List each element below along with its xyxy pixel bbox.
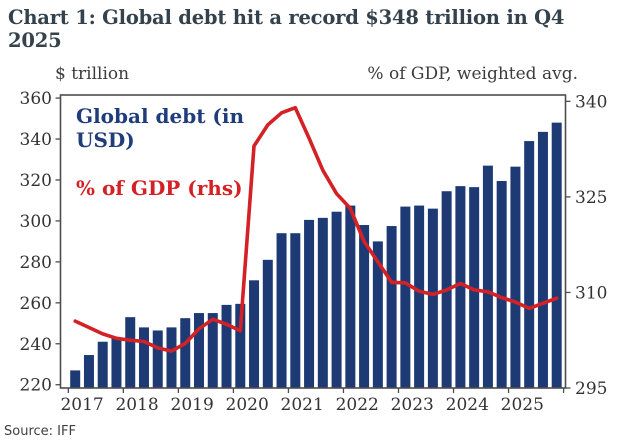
gdp-line bbox=[73, 105, 559, 353]
bar-2020-q3 bbox=[262, 259, 273, 388]
x-axis-label-2018: 2018 bbox=[115, 395, 158, 415]
bar-2021-q3 bbox=[317, 217, 328, 388]
x-axis-label-2023: 2023 bbox=[391, 395, 434, 415]
right-axis-unit-label: % of GDP, weighted avg. bbox=[367, 64, 578, 84]
bar-2019-q2 bbox=[194, 313, 205, 388]
left-axis-tick-360: 360 bbox=[20, 89, 52, 109]
x-axis-label-2024: 2024 bbox=[446, 395, 489, 415]
bar-2020-q4 bbox=[276, 233, 287, 388]
bar-2025-q1 bbox=[510, 166, 521, 388]
bar-2024-q4 bbox=[496, 180, 507, 388]
bar-2024-q3 bbox=[482, 165, 493, 388]
bar-2023-q1 bbox=[400, 206, 411, 388]
bar-2018-q4 bbox=[166, 327, 177, 388]
source-note: Source: IFF bbox=[4, 424, 76, 439]
bar-2019-q3 bbox=[207, 313, 218, 388]
right-axis-tick-310: 310 bbox=[575, 283, 607, 303]
bar-2018-q1 bbox=[125, 317, 136, 388]
bar-2017-q2 bbox=[83, 355, 94, 388]
x-axis-label-2021: 2021 bbox=[281, 395, 324, 415]
plot-border bbox=[59, 94, 567, 389]
bar-2021-q1 bbox=[290, 233, 301, 388]
left-axis-unit-label: $ trillion bbox=[55, 64, 130, 84]
x-axis-label-2025: 2025 bbox=[501, 395, 544, 415]
x-axis-label-2022: 2022 bbox=[336, 395, 379, 415]
bar-2020-q1 bbox=[235, 303, 246, 388]
bar-2018-q2 bbox=[138, 327, 149, 388]
x-axis-label-2017: 2017 bbox=[60, 395, 103, 415]
right-axis-tick-295: 295 bbox=[575, 379, 607, 399]
left-axis-tick-300: 300 bbox=[20, 212, 52, 232]
left-axis-tick-220: 220 bbox=[20, 376, 52, 396]
bar-2017-q3 bbox=[97, 341, 108, 388]
bar-2023-q3 bbox=[427, 208, 438, 388]
left-axis-tick-240: 240 bbox=[20, 335, 52, 355]
left-axis-tick-280: 280 bbox=[20, 253, 52, 273]
legend-global-debt: Global debt (in USD) bbox=[76, 104, 245, 152]
legend-pct-gdp: % of GDP (rhs) bbox=[76, 176, 243, 200]
bar-2020-q2 bbox=[249, 280, 260, 388]
bar-2025-q2 bbox=[524, 141, 535, 388]
bar-2025-q4 bbox=[551, 122, 562, 388]
bar-2021-q2 bbox=[304, 219, 315, 388]
bar-2022-q1 bbox=[345, 205, 356, 388]
chart-title: Chart 1: Global debt hit a record $348 t… bbox=[8, 6, 565, 52]
bar-2021-q4 bbox=[331, 211, 342, 388]
left-axis-tick-320: 320 bbox=[20, 171, 52, 191]
right-axis-tick-340: 340 bbox=[575, 92, 607, 112]
bar-2022-q3 bbox=[372, 241, 383, 388]
bar-2019-q4 bbox=[221, 304, 232, 388]
bar-2024-q2 bbox=[469, 187, 480, 388]
bar-2019-q1 bbox=[180, 318, 191, 388]
bar-2017-q4 bbox=[111, 337, 122, 388]
bar-2022-q2 bbox=[359, 225, 370, 388]
bar-2018-q3 bbox=[152, 330, 163, 388]
left-axis-tick-260: 260 bbox=[20, 294, 52, 314]
bar-2025-q3 bbox=[537, 131, 548, 388]
left-axis-tick-340: 340 bbox=[20, 130, 52, 150]
bar-2023-q2 bbox=[414, 205, 425, 388]
x-axis-label-2020: 2020 bbox=[226, 395, 269, 415]
right-axis-tick-325: 325 bbox=[575, 188, 607, 208]
bar-2024-q1 bbox=[455, 186, 466, 388]
bar-2017-q1 bbox=[70, 370, 81, 388]
x-axis-label-2019: 2019 bbox=[171, 395, 214, 415]
bar-2022-q4 bbox=[386, 226, 397, 388]
